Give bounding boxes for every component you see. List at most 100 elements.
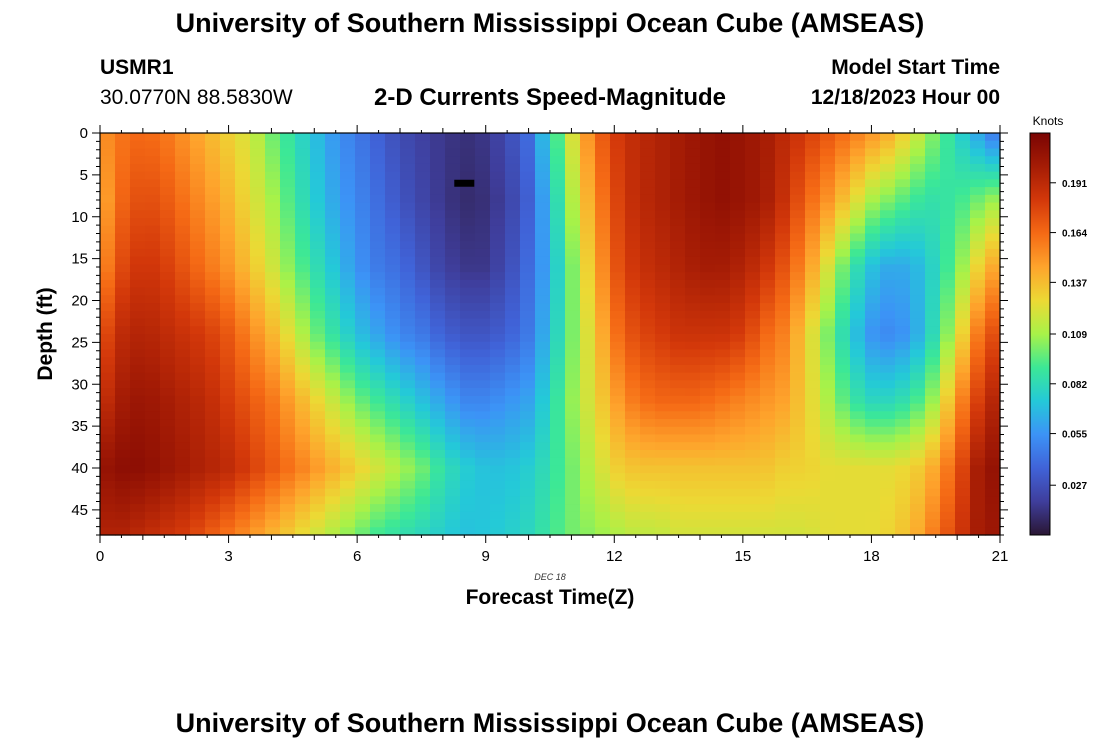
heatmap-cell [520,194,536,204]
heatmap-cell [520,364,536,374]
heatmap-cell [625,218,641,227]
heatmap-cell [430,395,446,405]
heatmap-cell [460,148,476,157]
heatmap-cell [685,388,701,397]
heatmap-cell [685,287,701,296]
heatmap-cell [100,395,116,405]
heatmap-cell [505,349,521,358]
heatmap-cell [820,496,836,505]
heatmap-cell [715,504,731,513]
heatmap-cell [925,364,941,374]
heatmap-cell [745,341,761,351]
heatmap-cell [565,442,581,451]
heatmap-cell [550,419,566,428]
heatmap-cell [160,218,176,227]
heatmap-cell [640,248,656,258]
heatmap-cell [100,426,116,436]
heatmap-cell [400,449,416,459]
heatmap-cell [730,488,746,497]
heatmap-cell [355,496,371,505]
heatmap-cell [895,380,911,389]
heatmap-cell [835,388,851,397]
heatmap-cell [940,148,956,157]
heatmap-cell [580,303,596,312]
heatmap-cell [640,256,656,266]
heatmap-cell [220,395,236,405]
heatmap-cell [925,519,941,528]
heatmap-cell [565,310,581,320]
heatmap-cell [370,156,386,165]
heatmap-cell [625,511,641,521]
heatmap-cell [565,411,581,420]
heatmap-cell [925,488,941,497]
heatmap-cell [820,303,836,312]
heatmap-cell [145,171,161,180]
heatmap-cell [670,527,686,536]
heatmap-cell [580,179,596,188]
heatmap-cell [955,434,971,443]
heatmap-cell [580,488,596,497]
heatmap-cell [895,264,911,273]
heatmap-cell [520,395,536,405]
heatmap-cell [205,233,221,242]
heatmap-cell [685,233,701,242]
heatmap-cell [475,473,491,482]
heatmap-cell [610,372,626,381]
heatmap-cell [235,504,251,513]
heatmap-cell [370,403,386,412]
heatmap-cell [745,449,761,459]
heatmap-cell [625,318,641,327]
heatmap-cell [580,341,596,351]
heatmap-cell [745,496,761,505]
heatmap-cell [250,248,266,258]
heatmap-cell [670,179,686,188]
heatmap-cell [550,473,566,482]
heatmap-cell [775,171,791,180]
heatmap-cell [385,279,401,289]
heatmap-cell [670,357,686,366]
heatmap-cell [190,210,206,219]
heatmap-cell [805,148,821,157]
heatmap-cell [325,156,341,165]
heatmap-cell [565,465,581,474]
heatmap-cell [955,341,971,351]
heatmap-cell [340,411,356,420]
heatmap-cell [505,179,521,188]
heatmap-cell [985,511,1001,521]
heatmap-cell [700,388,716,397]
heatmap-cell [685,480,701,490]
heatmap-cell [580,210,596,219]
heatmap-cell [880,279,896,289]
heatmap-cell [610,133,626,142]
heatmap-cell [475,264,491,273]
heatmap-cell [220,194,236,204]
heatmap-cell [325,272,341,281]
heatmap-cell [130,419,146,428]
heatmap-cell [850,519,866,528]
y-tick-label: 5 [80,167,88,184]
heatmap-cell [895,403,911,412]
heatmap-cell [430,442,446,451]
heatmap-cell [475,218,491,227]
heatmap-cell [115,496,131,505]
heatmap-cell [775,156,791,165]
heatmap-cell [355,171,371,180]
heatmap-cell [100,380,116,389]
heatmap-cell [145,473,161,482]
heatmap-cell [685,511,701,521]
heatmap-cell [145,380,161,389]
heatmap-cell [970,434,986,443]
heatmap-cell [265,372,281,381]
heatmap-cell [895,303,911,312]
heatmap-cell [580,272,596,281]
heatmap-cell [940,395,956,405]
heatmap-cell [430,341,446,351]
heatmap-cell [910,171,926,180]
heatmap-cell [955,210,971,219]
heatmap-cell [175,133,191,142]
heatmap-cell [415,202,431,211]
heatmap-cell [415,194,431,204]
heatmap-cell [340,140,356,150]
heatmap-cell [490,241,506,250]
heatmap-cell [280,210,296,219]
